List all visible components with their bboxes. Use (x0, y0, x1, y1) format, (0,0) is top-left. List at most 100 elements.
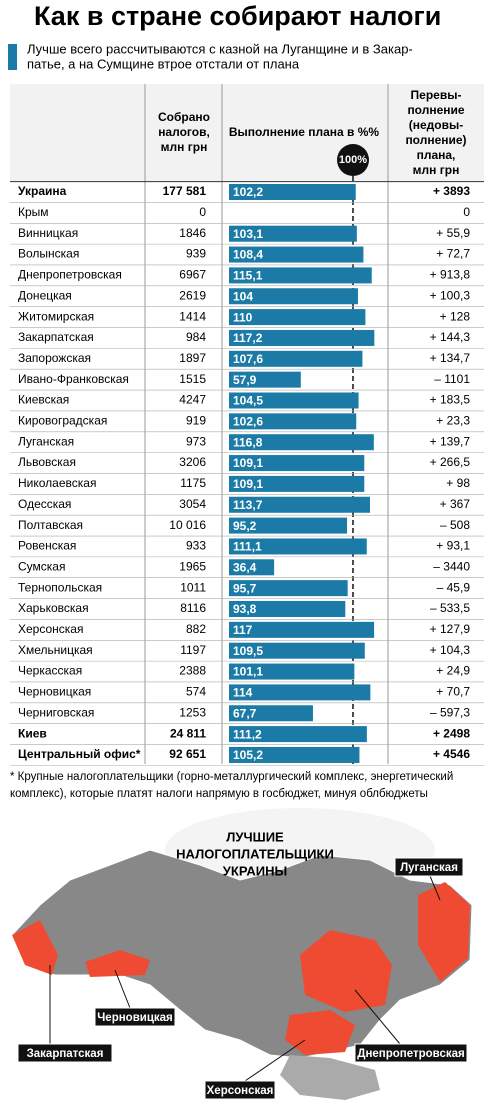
region: Ивано-Франковская (18, 372, 129, 386)
bar-label: 117,2 (233, 331, 263, 345)
collected: 177 581 (163, 184, 207, 198)
collected: 933 (186, 539, 206, 553)
map: ЛУЧШИЕ НАЛОГОПЛАТЕЛЬЩИКИ УКРАИНЫ Луганская Ч… (11, 808, 473, 1100)
bar-label: 111,1 (233, 540, 262, 554)
header: Выполнение плана в %% (229, 125, 380, 139)
accent (8, 44, 17, 70)
bar-label: 67,7 (233, 706, 257, 720)
map-region (285, 1010, 355, 1055)
subtitle: Лучше всего рассчитываются с казной на Л… (27, 41, 413, 56)
over: + 24,9 (436, 664, 470, 678)
collected: 1897 (179, 351, 206, 365)
over: + 93,1 (436, 539, 470, 553)
bar-label: 116,8 (233, 435, 263, 449)
region: Закарпатская (18, 330, 94, 344)
region: Луганская (18, 434, 74, 448)
bar-label: 103,1 (233, 227, 263, 241)
region: Херсонская (18, 622, 83, 636)
bar-label: 107,6 (233, 352, 263, 366)
bar (229, 559, 275, 576)
title: Как в стране собирают налоги (34, 1, 441, 31)
bar-label: 109,5 (233, 644, 263, 658)
footnote: * Крупные налогоплательщики (горно-метал… (10, 771, 453, 783)
over: – 1101 (434, 372, 470, 386)
collected: 1197 (180, 643, 206, 657)
bar-label: 102,6 (233, 415, 263, 429)
over: – 508 (440, 518, 470, 532)
map-label: Херсонская (207, 1085, 274, 1097)
region: Черниговская (18, 705, 94, 719)
bar (229, 580, 348, 597)
over: – 533,5 (430, 601, 470, 615)
header: (недовы- (409, 118, 464, 132)
header: налогов, (158, 125, 210, 139)
bar-label: 36,4 (233, 560, 257, 574)
region: Центральный офис* (18, 747, 141, 761)
bar-label: 101,1 (233, 665, 263, 679)
region: Ровенская (18, 539, 76, 553)
over: + 4546 (433, 747, 470, 761)
over: + 144,3 (430, 330, 471, 344)
bar-label: 114 (233, 686, 253, 700)
collected: 2388 (179, 664, 206, 678)
collected: 882 (186, 622, 206, 636)
leader (354, 989, 401, 1045)
collected: 984 (186, 330, 206, 344)
collected: 1011 (180, 580, 206, 594)
over: + 23,3 (436, 414, 470, 428)
bar (229, 371, 301, 388)
collected: 10 016 (169, 518, 206, 532)
region: Харьковская (18, 601, 89, 615)
bar-label: 109,1 (233, 477, 263, 491)
over: + 139,7 (430, 434, 471, 448)
region: Крым (18, 205, 49, 219)
plan-mark: 100% (339, 154, 367, 166)
bar (229, 455, 365, 472)
region: Запорожская (18, 351, 91, 365)
bar (229, 329, 375, 346)
over: + 98 (446, 476, 470, 490)
collected: 574 (186, 685, 206, 699)
collected: 8116 (180, 601, 206, 615)
header: млн грн (161, 140, 208, 154)
over: + 104,3 (430, 643, 471, 657)
region: Сумская (18, 559, 65, 573)
collected: 4247 (179, 393, 206, 407)
map-title: НАЛОГОПЛАТЕЛЬЩИКИ (176, 846, 334, 861)
bar (229, 601, 346, 617)
map-crimea (280, 1055, 380, 1100)
bar (229, 684, 371, 701)
leader (244, 1039, 306, 1082)
bar (229, 746, 360, 763)
region: Одесская (18, 497, 71, 511)
bar (229, 663, 355, 680)
bar-label: 111,2 (233, 727, 262, 741)
bar-label: 117 (233, 623, 253, 637)
header: полнение (407, 103, 464, 117)
over: + 128 (440, 309, 471, 323)
region: Украина (18, 184, 67, 198)
collected: 939 (186, 247, 206, 261)
bar (229, 267, 372, 284)
bar-label: 113,7 (233, 498, 263, 512)
bar (229, 225, 357, 242)
region: Днепропетровская (18, 268, 122, 282)
collected: 1965 (179, 559, 206, 573)
bar (229, 726, 367, 743)
region: Донецкая (18, 288, 72, 302)
over: + 70,7 (436, 685, 470, 699)
map-label-box (204, 1080, 276, 1100)
region: Николаевская (18, 476, 96, 490)
bar-label: 102,2 (233, 185, 263, 199)
collected: 3206 (179, 455, 206, 469)
bar-label: 95,2 (233, 519, 257, 533)
region: Тернопольская (18, 580, 102, 594)
bar-label: 108,4 (233, 248, 263, 262)
region: Черкасская (18, 664, 82, 678)
plan-circle (337, 144, 369, 176)
header: полнение) (405, 133, 466, 147)
over: + 183,5 (430, 393, 471, 407)
collected: 2619 (179, 288, 206, 302)
region: Киевская (18, 393, 69, 407)
bar-label: 109,1 (233, 456, 263, 470)
